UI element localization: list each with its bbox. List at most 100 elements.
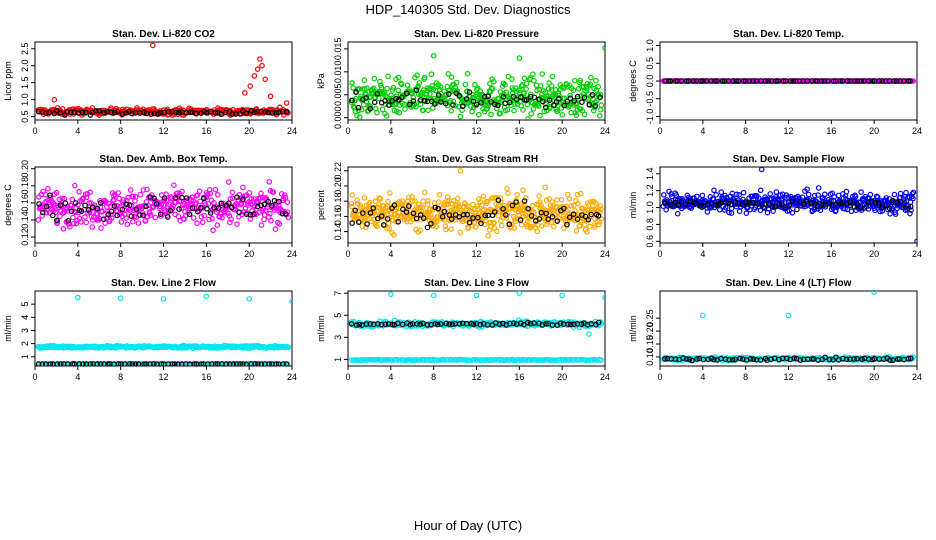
data-point — [843, 356, 850, 363]
data-point — [732, 356, 738, 363]
data-point — [530, 106, 537, 112]
data-point — [542, 184, 548, 191]
y-tick-label: 0.14 — [333, 223, 343, 241]
data-point — [674, 210, 681, 217]
data-point — [178, 205, 185, 212]
data-point — [151, 195, 157, 202]
data-point — [446, 212, 453, 218]
y-tick-label: 2.5 — [20, 43, 30, 56]
data-point — [456, 214, 463, 220]
y-tick-label: 2 — [20, 341, 30, 346]
data-point — [507, 320, 513, 327]
data-point — [450, 198, 457, 204]
data-point — [243, 361, 249, 366]
data-point — [566, 196, 573, 202]
data-point — [477, 321, 484, 328]
data-point — [165, 108, 172, 115]
data-point — [767, 191, 774, 197]
data-point — [153, 201, 160, 207]
data-point — [243, 110, 250, 117]
data-point — [551, 94, 558, 101]
outlier-point — [259, 62, 265, 69]
data-point — [111, 203, 118, 209]
data-point — [383, 113, 390, 119]
data-point — [773, 189, 780, 195]
data-point — [374, 223, 380, 230]
x-tick-label: 24 — [287, 126, 297, 136]
y-tick-label: 0.005 — [333, 83, 343, 106]
data-point — [258, 202, 264, 209]
data-point — [462, 81, 469, 88]
data-point — [127, 361, 133, 366]
data-point — [533, 82, 540, 89]
data-point — [62, 200, 69, 206]
data-point — [548, 219, 555, 226]
panel-title: Stan. Dev. Li-820 Temp. — [733, 29, 844, 40]
x-tick-label: 16 — [201, 249, 211, 259]
data-point — [746, 200, 753, 206]
data-point — [493, 105, 500, 112]
data-point — [552, 87, 559, 93]
data-point — [198, 214, 205, 220]
data-point — [280, 361, 286, 366]
data-point — [598, 216, 605, 222]
y-axis-label: ml/min — [628, 192, 638, 219]
points — [348, 45, 605, 120]
data-point — [905, 78, 912, 84]
x-tick-label: 12 — [783, 126, 793, 136]
x-tick-label: 24 — [600, 372, 610, 382]
data-point — [233, 361, 240, 366]
data-point — [513, 96, 520, 103]
x-tick-label: 20 — [869, 372, 879, 382]
data-point — [129, 110, 136, 117]
data-point — [854, 355, 860, 362]
data-point — [115, 361, 122, 366]
data-point — [511, 107, 517, 114]
data-point — [348, 357, 355, 363]
data-point — [809, 200, 815, 206]
data-point — [36, 201, 42, 207]
data-point — [221, 210, 228, 216]
data-point — [520, 107, 526, 113]
data-point — [68, 202, 75, 209]
y-tick-label: 0.5 — [20, 110, 30, 123]
data-point — [539, 98, 546, 105]
data-point — [539, 71, 546, 77]
data-point — [564, 98, 571, 105]
data-point — [198, 361, 204, 366]
data-point — [448, 356, 455, 363]
data-point — [385, 321, 392, 327]
data-point — [225, 210, 231, 217]
data-point — [285, 214, 292, 221]
data-point — [126, 202, 133, 209]
data-point — [247, 211, 254, 218]
data-point — [491, 101, 498, 108]
data-point — [837, 78, 843, 84]
data-point — [89, 224, 96, 230]
data-point — [376, 195, 383, 201]
data-point — [523, 80, 530, 87]
data-point — [872, 199, 879, 206]
data-point — [485, 93, 491, 100]
y-tick-label: 0.20 — [333, 177, 343, 195]
data-point — [512, 101, 518, 107]
data-point — [485, 103, 491, 109]
data-point — [711, 187, 717, 194]
data-point — [897, 198, 904, 205]
data-point — [404, 218, 410, 225]
panel-title: Stan. Dev. Line 3 Flow — [424, 278, 529, 289]
data-point — [261, 201, 268, 208]
data-point — [595, 319, 602, 326]
data-point — [452, 102, 459, 109]
y-tick-label: 1.0 — [645, 39, 655, 52]
data-point — [662, 356, 668, 362]
data-point — [99, 209, 106, 215]
data-point — [355, 357, 361, 364]
data-point — [892, 211, 899, 217]
data-point — [852, 193, 859, 200]
data-point — [410, 210, 417, 217]
data-point — [427, 206, 434, 212]
data-point — [370, 205, 377, 211]
data-point — [736, 192, 742, 198]
data-point — [353, 322, 360, 329]
